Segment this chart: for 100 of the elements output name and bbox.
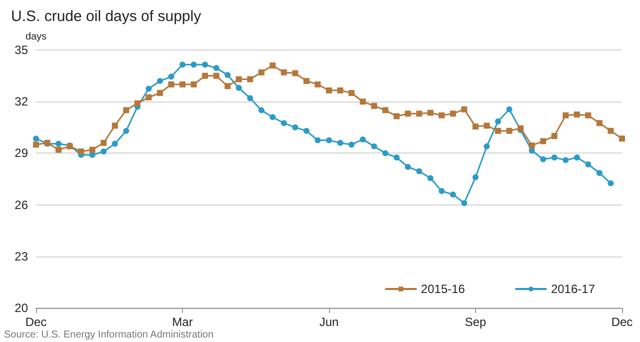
point <box>292 70 298 76</box>
point <box>484 122 490 129</box>
point <box>382 107 388 114</box>
point <box>394 154 400 160</box>
point <box>551 154 558 160</box>
y-tick-label: 23 <box>14 249 28 264</box>
y-tick-label: 26 <box>14 198 28 212</box>
point <box>89 146 96 153</box>
chart-title: U.S. crude oil days of supply <box>11 8 202 25</box>
legend-label: 2015-16 <box>420 282 466 296</box>
point <box>100 148 107 154</box>
point <box>270 114 276 120</box>
point <box>190 81 197 88</box>
point <box>78 148 84 154</box>
point <box>258 69 264 76</box>
point <box>236 76 242 82</box>
point <box>156 78 163 84</box>
point <box>596 170 602 176</box>
point <box>168 74 174 80</box>
point <box>540 138 546 144</box>
point <box>258 107 264 114</box>
point <box>134 100 140 106</box>
source-note: Source: U.S. Energy Information Administration <box>4 330 214 340</box>
point <box>190 62 197 68</box>
point <box>337 87 344 94</box>
point <box>608 180 614 186</box>
point <box>484 143 490 150</box>
point <box>528 142 535 148</box>
point <box>314 137 321 144</box>
point <box>247 76 254 82</box>
point <box>326 137 332 144</box>
point <box>56 140 62 147</box>
point <box>495 128 502 134</box>
point <box>314 81 321 88</box>
y-tick-label: 29 <box>14 146 28 160</box>
point <box>224 72 231 78</box>
point <box>427 110 434 116</box>
point <box>156 90 163 96</box>
point <box>495 118 502 124</box>
point <box>33 142 39 148</box>
x-tick-label: Sep <box>464 315 486 329</box>
point <box>360 136 366 142</box>
point <box>180 81 186 88</box>
point <box>574 154 580 160</box>
y-tick-label: 32 <box>14 94 28 109</box>
point <box>619 136 625 142</box>
point <box>574 112 580 118</box>
point <box>404 110 411 117</box>
point <box>112 140 118 147</box>
point <box>394 113 400 120</box>
point <box>371 102 378 109</box>
x-tick-label: Mar <box>172 315 193 329</box>
point <box>562 157 569 164</box>
point <box>123 128 130 134</box>
point <box>326 87 332 94</box>
y-tick-label: 20 <box>14 301 28 315</box>
point <box>146 86 152 92</box>
point <box>348 90 355 96</box>
point <box>280 69 287 76</box>
point <box>562 112 569 118</box>
point <box>213 65 220 72</box>
point <box>270 62 276 68</box>
point <box>416 168 422 174</box>
point <box>404 164 411 170</box>
point <box>371 143 378 150</box>
point <box>608 128 614 134</box>
point <box>224 83 231 90</box>
x-tick-label: Jun <box>319 315 339 329</box>
x-tick-label: Dec <box>611 315 633 329</box>
point <box>168 81 174 88</box>
point <box>472 124 478 130</box>
point <box>112 122 118 129</box>
point <box>551 133 558 139</box>
point <box>596 120 602 126</box>
point <box>585 161 592 168</box>
point <box>202 62 208 68</box>
point <box>461 106 468 112</box>
point <box>438 188 445 194</box>
point <box>303 78 310 84</box>
point <box>382 150 388 156</box>
point <box>360 98 366 105</box>
point <box>461 200 468 206</box>
point <box>450 191 456 198</box>
point <box>56 146 62 153</box>
point <box>292 124 298 130</box>
point <box>33 136 39 142</box>
point <box>236 84 242 91</box>
point <box>202 72 208 79</box>
point <box>180 62 186 68</box>
point <box>100 140 107 146</box>
point <box>123 107 130 114</box>
point <box>337 140 344 146</box>
point <box>303 128 310 134</box>
x-tick-label: Dec <box>25 315 47 329</box>
legend-label: 2016-17 <box>550 282 596 296</box>
point <box>585 112 592 118</box>
point <box>540 156 546 162</box>
point <box>280 120 287 126</box>
y-tick-label: 35 <box>14 43 28 57</box>
point <box>213 72 220 79</box>
